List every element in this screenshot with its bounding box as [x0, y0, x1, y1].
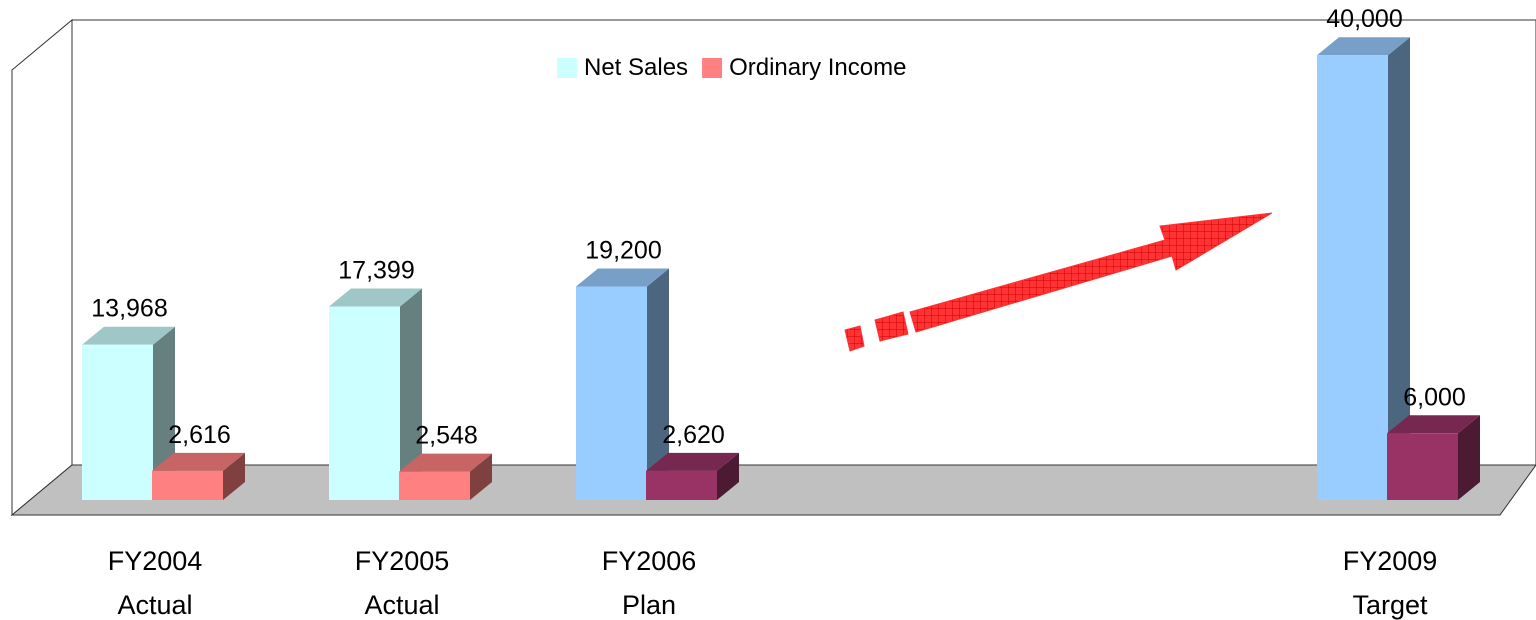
bar-side	[400, 288, 422, 500]
back-wall	[71, 19, 1536, 466]
legend-swatch	[557, 58, 577, 78]
value-label: 17,399	[338, 257, 414, 285]
x-tick-label: FY2009	[1343, 546, 1438, 576]
bar	[82, 344, 153, 500]
x-tick-label: FY2006	[602, 546, 697, 576]
bar-side	[1458, 415, 1480, 500]
bar-top	[1317, 37, 1410, 56]
value-label: 19,200	[585, 237, 661, 265]
legend-swatch	[702, 58, 723, 78]
x-tick-label: Plan	[622, 590, 676, 620]
trend-arrow	[844, 212, 1273, 352]
bar-top	[152, 452, 245, 471]
value-label: 2,616	[168, 421, 231, 449]
bar	[1387, 433, 1458, 500]
bar	[399, 471, 470, 500]
bar-top	[82, 326, 175, 345]
x-tick-label: FY2004	[108, 546, 203, 576]
value-label: 2,620	[662, 421, 725, 449]
bar-top	[1387, 415, 1480, 434]
bar	[152, 470, 223, 500]
bar	[329, 306, 400, 500]
x-tick-label: Actual	[364, 590, 439, 620]
bar-side	[647, 268, 669, 500]
bar	[576, 286, 647, 500]
bar-top	[646, 452, 739, 471]
legend-label: Ordinary Income	[729, 54, 906, 81]
bar-side	[717, 452, 739, 500]
x-tick-label: Actual	[117, 590, 192, 620]
bar-top	[399, 453, 492, 472]
bar-side	[470, 453, 492, 500]
x-tick-label: Target	[1352, 590, 1428, 620]
bar	[1317, 55, 1388, 500]
x-tick-label: FY2005	[355, 546, 450, 576]
bar-top	[329, 288, 422, 307]
bar-top	[576, 268, 669, 287]
value-label: 2,548	[415, 422, 478, 450]
value-label: 40,000	[1326, 5, 1402, 33]
legend-label: Net Sales	[584, 54, 688, 81]
value-label: 6,000	[1403, 383, 1466, 411]
bar	[646, 470, 717, 500]
bar-side	[1388, 37, 1410, 500]
value-label: 13,968	[91, 295, 167, 323]
bar-side	[223, 452, 245, 500]
left-wall	[11, 18, 73, 517]
